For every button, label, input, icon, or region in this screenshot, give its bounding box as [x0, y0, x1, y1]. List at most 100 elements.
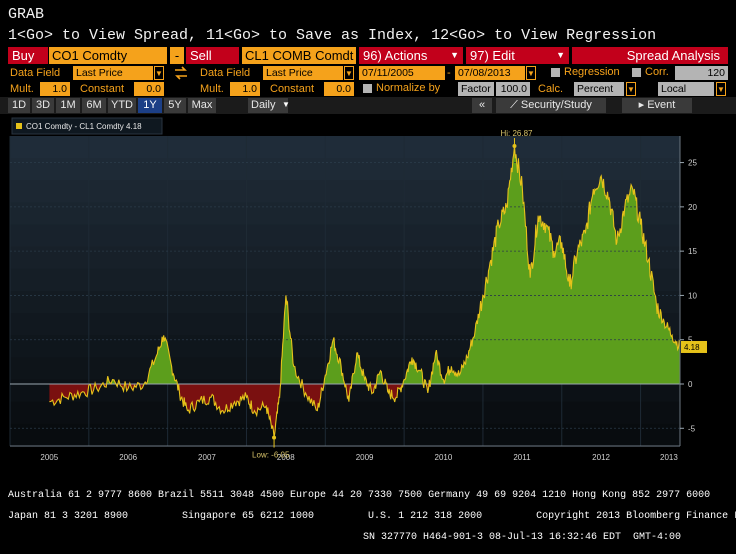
- mult-label-2: Mult.: [200, 83, 224, 95]
- start-date-field[interactable]: 07/11/2005: [359, 66, 445, 80]
- security1-field[interactable]: CO1 Comdty: [49, 47, 167, 64]
- mult-label-1: Mult.: [10, 83, 34, 95]
- calendar-dropdown-icon[interactable]: ▼: [526, 66, 536, 80]
- chart-band: [10, 158, 680, 182]
- chevron-down-icon: ▼: [450, 50, 459, 60]
- x-tick-label: 2006: [119, 453, 137, 462]
- x-tick-label: 2010: [435, 453, 453, 462]
- footer-contacts-2: Japan 81 3 3201 8900 Singapore 65 6212 1…: [8, 510, 736, 522]
- period-tab-1y[interactable]: 1Y: [138, 98, 162, 113]
- chart-band: [10, 202, 680, 226]
- period-tab-1m[interactable]: 1M: [56, 98, 80, 113]
- security2-field[interactable]: CL1 COMB Comdt: [242, 47, 356, 64]
- actions-menu[interactable]: 96) Actions ▼: [359, 47, 463, 64]
- period-tab-max[interactable]: Max: [188, 98, 216, 113]
- frequency-label: Daily: [251, 99, 276, 111]
- period-tab-6m[interactable]: 6M: [82, 98, 106, 113]
- regression-label: Regression: [564, 66, 620, 78]
- footer-serial: SN 327770 H464-901-3 08-Jul-13 16:32:46 …: [363, 531, 682, 543]
- period-tab-1d[interactable]: 1D: [8, 98, 30, 113]
- date-separator: -: [447, 67, 451, 79]
- y-tick-label: -5: [688, 424, 696, 433]
- period-tab-ytd[interactable]: YTD: [108, 98, 136, 113]
- constant-label-2: Constant: [270, 83, 315, 95]
- period-tab-5y[interactable]: 5Y: [164, 98, 186, 113]
- footer: Australia 61 2 9777 8600 Brazil 5511 304…: [8, 480, 736, 554]
- swap-icon[interactable]: [173, 65, 189, 81]
- chart-band: [10, 423, 680, 447]
- spread-line: [49, 145, 681, 438]
- chart-toolbar: 1D 3D 1M 6M YTD 1Y 5Y Max Daily ▼ « ⟋ Security/…: [0, 97, 736, 114]
- corr-label: Corr.: [645, 66, 669, 78]
- y-tick-label: 5: [688, 336, 693, 345]
- event-icon: ▸: [638, 99, 645, 111]
- end-date-field[interactable]: 07/08/2013: [455, 66, 525, 80]
- legend-swatch: [16, 123, 22, 129]
- normalize-label: Normalize by: [376, 82, 441, 94]
- corr-window-field[interactable]: 120: [675, 66, 728, 80]
- high-marker: [512, 144, 517, 149]
- spread-chart-svg: 25 20 15 10 5 0 -5 2005 2006 2007 2008 2009 2010 2011…: [9, 117, 707, 462]
- frequency-select[interactable]: Daily: [248, 98, 288, 113]
- low-marker: [272, 435, 277, 440]
- y-tick-label: 20: [688, 203, 697, 212]
- event-label: Event: [647, 99, 676, 111]
- actions-label: 96) Actions: [363, 48, 428, 63]
- currency-select[interactable]: Local CCY: [658, 82, 714, 109]
- buy-button[interactable]: Buy: [8, 47, 48, 64]
- edit-menu[interactable]: 97) Edit ▼: [466, 47, 569, 64]
- chevron-down-icon[interactable]: ▼: [716, 82, 726, 96]
- mult-field-1[interactable]: 1.0: [40, 82, 70, 96]
- y-tick-label: 15: [688, 247, 697, 256]
- calc-label: Calc.: [538, 83, 564, 95]
- security-study-button[interactable]: ⟋ Security/Study: [496, 98, 606, 113]
- operator-field[interactable]: -: [170, 47, 184, 64]
- window-title: GRAB: [8, 6, 45, 23]
- chart-line-icon: ⟋: [510, 99, 518, 111]
- x-tick-label: 2013: [660, 453, 678, 462]
- command-hint: 1<Go> to View Spread, 11<Go> to Save as …: [8, 27, 657, 44]
- chevron-down-icon[interactable]: ▼: [154, 66, 164, 80]
- y-tick-label: 0: [688, 380, 693, 389]
- edit-label: 97) Edit: [470, 48, 515, 63]
- chart-band: [10, 136, 680, 160]
- y-tick-label: 25: [688, 159, 697, 168]
- legend-label: CO1 Comdty - CL1 Comdty 4.18: [26, 122, 142, 131]
- constant-field-2[interactable]: 0.0: [324, 82, 354, 96]
- x-tick-label: 2005: [40, 453, 58, 462]
- data-field-label-1: Data Field: [10, 67, 61, 79]
- x-tick-label: 2008: [277, 453, 295, 462]
- chart-band: [10, 180, 680, 204]
- y-tick-label: 10: [688, 291, 697, 300]
- sell-button[interactable]: Sell: [186, 47, 239, 64]
- normalize-checkbox[interactable]: [363, 84, 372, 93]
- period-tab-3d[interactable]: 3D: [32, 98, 54, 113]
- calc-select[interactable]: Percent: [574, 82, 624, 96]
- factor-select[interactable]: Factor: [458, 82, 494, 96]
- collapse-button[interactable]: «: [472, 98, 492, 113]
- data-field-select-1[interactable]: Last Price: [73, 66, 153, 80]
- chevron-down-icon: ▼: [282, 100, 290, 109]
- function-title: Spread Analysis: [572, 47, 728, 64]
- constant-label-1: Constant: [80, 83, 125, 95]
- high-label: Hi: 26.87: [500, 129, 533, 138]
- footer-contacts-1: Australia 61 2 9777 8600 Brazil 5511 304…: [8, 489, 711, 501]
- legend-box: [11, 117, 163, 135]
- chevron-down-icon[interactable]: ▼: [344, 66, 354, 80]
- chevron-down-icon[interactable]: ▼: [626, 82, 636, 96]
- regression-checkbox[interactable]: [551, 68, 560, 77]
- constant-field-1[interactable]: 0.0: [134, 82, 164, 96]
- positive-area: [49, 146, 680, 384]
- mult-field-2[interactable]: 1.0: [230, 82, 260, 96]
- spread-chart[interactable]: 25 20 15 10 5 0 -5 2005 2006 2007 2008 2009 2010 2011…: [8, 116, 728, 466]
- corr-checkbox[interactable]: [632, 68, 641, 77]
- data-field-label-2: Data Field: [200, 67, 251, 79]
- factor-value-field[interactable]: 100.0: [496, 82, 530, 96]
- negative-area: [49, 384, 680, 438]
- event-button[interactable]: ▸ Event: [622, 98, 692, 113]
- x-tick-label: 2007: [198, 453, 216, 462]
- x-tick-label: 2011: [513, 453, 531, 462]
- last-value-tag: [681, 340, 707, 353]
- security-study-label: Security/Study: [520, 99, 592, 111]
- data-field-select-2[interactable]: Last Price: [263, 66, 343, 80]
